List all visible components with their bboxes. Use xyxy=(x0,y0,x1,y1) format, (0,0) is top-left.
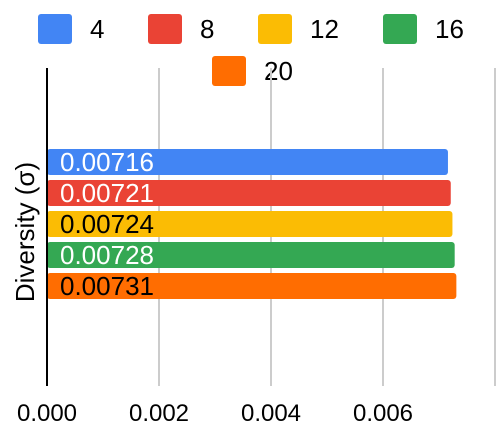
bar-value-label: 0.00724 xyxy=(60,209,154,239)
legend-item-12: 12 xyxy=(258,14,339,44)
legend-swatch xyxy=(383,14,417,44)
legend-item-4: 4 xyxy=(38,14,104,44)
legend-item-16: 16 xyxy=(383,14,464,44)
legend-label: 20 xyxy=(264,56,293,86)
x-tick-label: 0.000 xyxy=(17,400,77,427)
x-tick-label: 0.002 xyxy=(129,400,189,427)
legend-item-8: 8 xyxy=(148,14,214,44)
bar-8 xyxy=(47,180,451,206)
bar-12 xyxy=(47,211,453,237)
legend-label: 12 xyxy=(310,14,339,44)
legend-swatch xyxy=(212,56,246,86)
bar-4 xyxy=(47,149,448,175)
y-axis-label: Diversity (σ) xyxy=(10,162,40,302)
legend-swatch xyxy=(258,14,292,44)
legend-swatch xyxy=(38,14,72,44)
x-tick-label: 0.004 xyxy=(241,400,301,427)
legend-label: 4 xyxy=(90,14,104,44)
legend-item-20: 20 xyxy=(212,56,293,86)
bar-20 xyxy=(47,273,457,299)
legend: 4 8 12 16 20 xyxy=(38,14,464,86)
legend-swatch xyxy=(148,14,182,44)
bar-value-label: 0.00731 xyxy=(60,271,154,301)
bar-value-label: 0.00728 xyxy=(60,240,154,270)
bar-value-label: 0.00716 xyxy=(60,147,154,177)
legend-label: 8 xyxy=(200,14,214,44)
legend-label: 16 xyxy=(435,14,464,44)
x-axis-ticks: 0.000 0.002 0.004 0.006 xyxy=(17,400,413,427)
bar-16 xyxy=(47,242,455,268)
x-tick-label: 0.006 xyxy=(353,400,413,427)
bar-value-label: 0.00721 xyxy=(60,178,154,208)
